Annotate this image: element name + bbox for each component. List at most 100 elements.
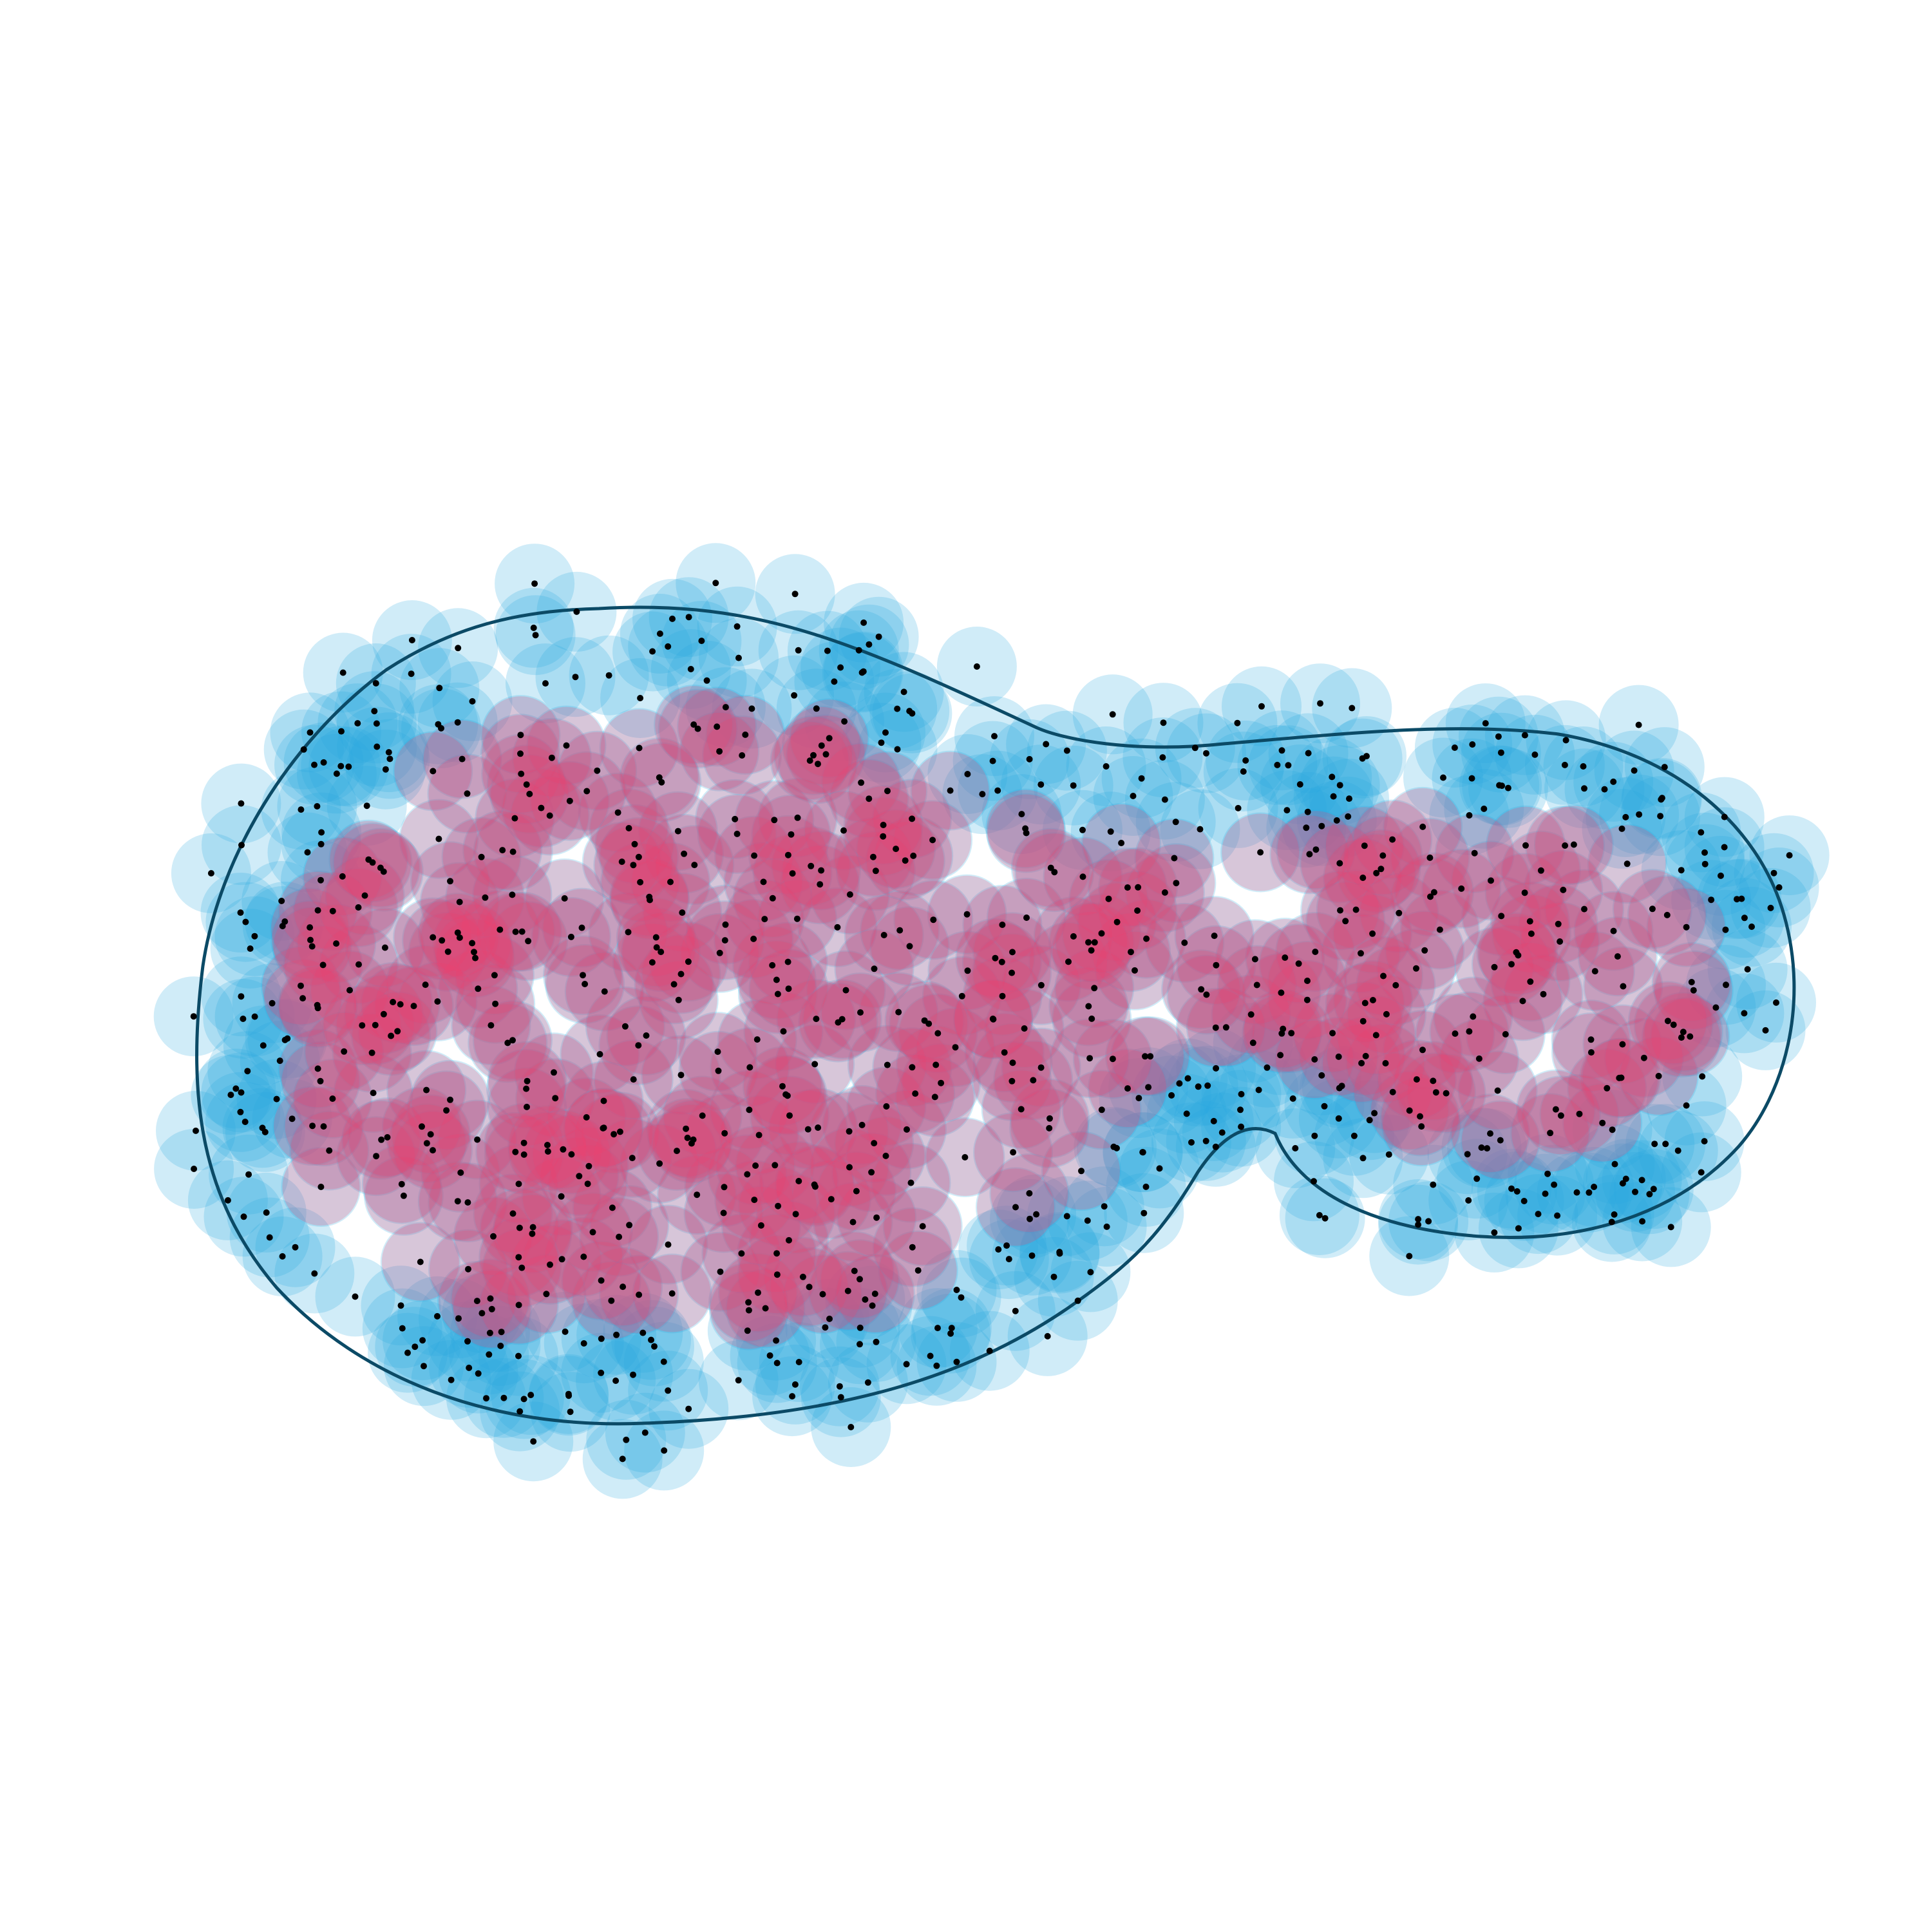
sample-point (1508, 961, 1515, 968)
sample-point (900, 688, 907, 696)
sample-point (846, 1164, 853, 1171)
sample-point (337, 762, 345, 770)
sample-point (568, 1151, 575, 1158)
sample-point (964, 967, 971, 974)
sample-point (1638, 1177, 1645, 1184)
sample-point (961, 1154, 969, 1160)
sample-point (1109, 711, 1116, 718)
sample-point (635, 1042, 642, 1049)
sample-point (795, 1359, 802, 1365)
sample-point (1329, 1030, 1336, 1037)
sample-point (412, 1343, 419, 1350)
sample-point (952, 1044, 959, 1051)
sample-point (1321, 1215, 1329, 1222)
sample-point (639, 1329, 647, 1336)
sample-point (338, 728, 345, 735)
sample-point (512, 928, 519, 935)
sample-point (884, 788, 891, 795)
sample-point (1051, 869, 1058, 876)
sample-point (685, 958, 692, 965)
sample-point (1581, 905, 1587, 913)
sample-point (1134, 907, 1141, 914)
sample-point (866, 641, 873, 648)
sample-point (520, 1139, 527, 1146)
sample-point (1161, 889, 1168, 896)
sample-point (454, 719, 461, 726)
sample-point (1349, 705, 1356, 712)
sample-point (1708, 896, 1715, 904)
sample-point (251, 933, 258, 940)
sample-point (242, 1119, 249, 1125)
sample-point (517, 750, 524, 757)
sample-point (1610, 778, 1617, 785)
sample-point (1044, 1332, 1051, 1340)
sample-point (1358, 1059, 1365, 1066)
sample-point (430, 934, 437, 941)
sample-point (1722, 926, 1729, 933)
sample-point (497, 1342, 504, 1349)
sample-point (834, 923, 841, 931)
sample-point (1406, 1253, 1413, 1260)
sample-point (1473, 1175, 1481, 1182)
sample-point (419, 1337, 426, 1344)
sample-point (806, 1283, 813, 1291)
sample-point (520, 1396, 527, 1403)
sample-point (1282, 954, 1289, 961)
sample-point (822, 1324, 829, 1331)
sample-point (1385, 1151, 1392, 1158)
sample-point (1128, 949, 1134, 956)
sample-point (1650, 1186, 1657, 1193)
sample-point (512, 1148, 519, 1155)
sample-point (475, 985, 482, 992)
sample-point (317, 1077, 324, 1084)
sample-point (1701, 860, 1709, 867)
sample-point (1662, 1141, 1669, 1148)
sample-point (1171, 855, 1178, 862)
sample-point (1570, 841, 1577, 848)
sample-point (1502, 1031, 1509, 1037)
sample-point (1430, 1077, 1437, 1084)
sample-point (1636, 811, 1643, 818)
sample-point (447, 878, 453, 885)
sample-point (989, 1016, 996, 1022)
sample-point (1487, 1130, 1493, 1137)
sample-point (1238, 1123, 1245, 1130)
sample-point (780, 1028, 787, 1035)
sample-point (1721, 813, 1728, 820)
sample-point (1318, 1072, 1325, 1079)
sample-point (1026, 1190, 1033, 1197)
sample-point (307, 729, 314, 736)
sample-point (516, 1224, 523, 1231)
sample-point (598, 1369, 605, 1376)
sample-point (314, 1065, 321, 1072)
sample-point (1373, 869, 1380, 876)
sample-point (1361, 842, 1368, 849)
sample-point (1639, 1218, 1646, 1225)
sample-point (524, 1103, 530, 1110)
sample-point (1074, 1297, 1081, 1304)
sample-point (1316, 1212, 1323, 1218)
sample-point (238, 842, 245, 849)
sample-point (455, 1315, 462, 1322)
sample-point (317, 1184, 325, 1190)
sample-point (1329, 773, 1336, 781)
sample-point (1535, 1211, 1542, 1218)
sample-point (1278, 989, 1285, 996)
sample-point (1070, 933, 1077, 940)
sample-point (572, 674, 579, 681)
sample-point (953, 1287, 960, 1293)
sample-point (300, 746, 307, 753)
sample-point (454, 1198, 461, 1205)
sample-point (520, 1151, 527, 1158)
sample-point (1330, 793, 1337, 800)
sample-point (373, 720, 380, 727)
sample-point (1531, 751, 1539, 758)
sample-point (1632, 1188, 1638, 1195)
sample-point (1687, 1033, 1694, 1040)
sample-point (611, 1131, 618, 1138)
sample-point (1723, 981, 1729, 989)
sample-point (1311, 1132, 1318, 1139)
sample-point (311, 761, 317, 768)
sample-point (511, 815, 518, 822)
sample-point (1369, 930, 1376, 937)
